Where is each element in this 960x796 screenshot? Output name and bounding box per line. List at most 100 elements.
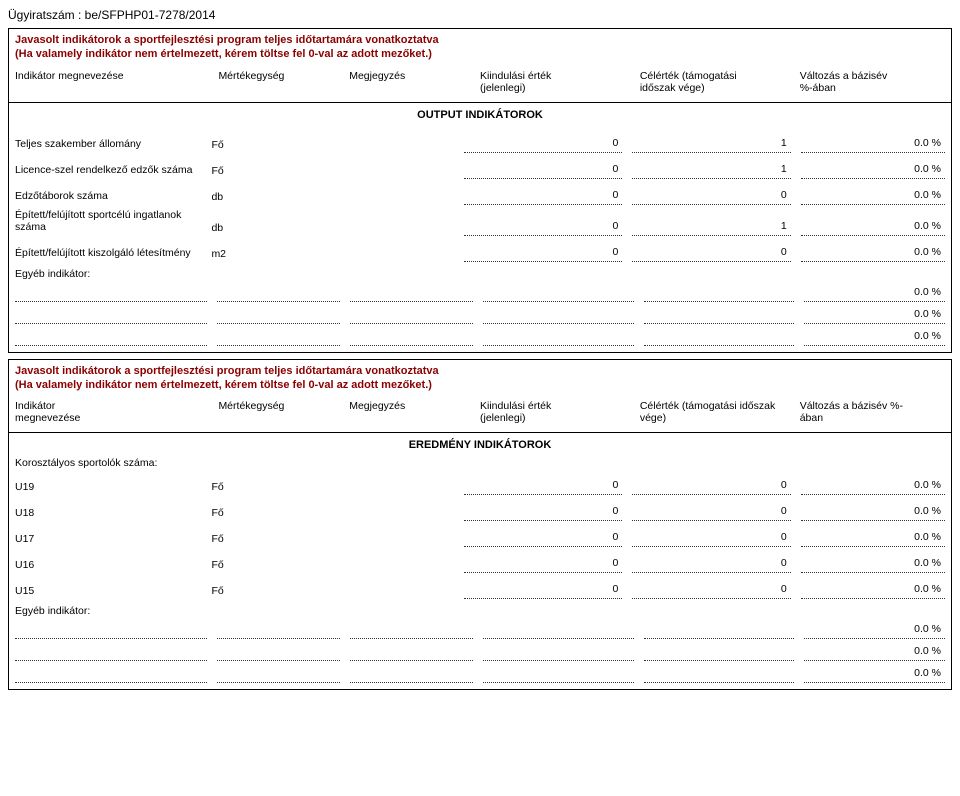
hdr-unit: Mértékegység [218, 70, 349, 94]
hdr2-change: Változás a bázisév %- ában [800, 400, 945, 424]
empty-target[interactable] [644, 286, 795, 302]
row-target-value[interactable]: 0 [632, 189, 790, 205]
output-indicators-title: OUTPUT INDIKÁTOROK [9, 103, 951, 127]
row-pct: 0.0 % [801, 189, 945, 205]
row-pct: 0.0 % [801, 163, 945, 179]
row-unit: Fő [211, 139, 337, 153]
row-start-value[interactable]: 0 [464, 137, 622, 153]
row-label: U16 [15, 559, 211, 574]
row-unit: m2 [211, 248, 337, 262]
empty-start[interactable] [483, 645, 634, 661]
hdr2-c1b: megnevezése [15, 412, 80, 424]
hdr-target-b: időszak vége) [640, 82, 705, 94]
empty-note[interactable] [350, 286, 473, 302]
hdr2-start-value: Kiindulási érték (jelenlegi) [480, 400, 640, 424]
section-output: Javasolt indikátorok a sportfejlesztési … [8, 28, 952, 353]
row-target-value[interactable]: 0 [632, 479, 790, 495]
row-pct: 0.0 % [801, 583, 945, 599]
row-pct: 0.0 % [801, 479, 945, 495]
row-pct: 0.0 % [801, 531, 945, 547]
row-target-value[interactable]: 0 [632, 557, 790, 573]
hdr2-start-b: (jelenlegi) [480, 412, 526, 424]
row-start-value[interactable]: 0 [464, 531, 622, 547]
row-start-value[interactable]: 0 [464, 220, 622, 236]
row-start-value[interactable]: 0 [464, 583, 622, 599]
section1-inner: OUTPUT INDIKÁTOROK Teljes szakember állo… [9, 102, 951, 352]
hdr-start-a: Kiindulási érték [480, 70, 551, 82]
row-label: Épített/felújított kiszolgáló létesítmén… [15, 247, 211, 262]
table-row: Licence-szel rendelkező edzők számaFő010… [9, 153, 951, 179]
row-unit: Fő [211, 585, 337, 599]
row-unit: Fő [211, 559, 337, 573]
empty-label[interactable] [15, 308, 207, 324]
row-start-value[interactable]: 0 [464, 557, 622, 573]
row-target-value[interactable]: 0 [632, 531, 790, 547]
empty-note[interactable] [350, 667, 473, 683]
row-start-value[interactable]: 0 [464, 479, 622, 495]
empty-target[interactable] [644, 623, 795, 639]
section-result: Javasolt indikátorok a sportfejlesztési … [8, 359, 952, 691]
row-target-value[interactable]: 0 [632, 505, 790, 521]
empty-label[interactable] [15, 667, 207, 683]
empty-label[interactable] [15, 286, 207, 302]
row-label: U15 [15, 585, 211, 600]
table-row: U16Fő 00 0.0 % [9, 547, 951, 573]
row-start-value[interactable]: 0 [464, 163, 622, 179]
empty-start[interactable] [483, 308, 634, 324]
empty-note[interactable] [350, 308, 473, 324]
hdr2-target-a: Célérték (támogatási időszak [640, 400, 775, 412]
hdr2-change-b: ában [800, 412, 823, 424]
empty-unit[interactable] [217, 645, 340, 661]
empty-note[interactable] [350, 623, 473, 639]
hdr-change: Változás a bázisév %-ában [800, 70, 945, 94]
row-label: Edzőtáborok száma [15, 190, 211, 205]
empty-unit[interactable] [217, 623, 340, 639]
empty-start[interactable] [483, 286, 634, 302]
empty-row: 0.0 % [9, 302, 951, 324]
row-target-value[interactable]: 1 [632, 220, 790, 236]
row-start-value[interactable]: 0 [464, 189, 622, 205]
row-label: U19 [15, 481, 211, 496]
empty-start[interactable] [483, 623, 634, 639]
empty-note[interactable] [350, 330, 473, 346]
table-row: U18Fő000.0 % [9, 495, 951, 521]
empty-pct: 0.0 % [804, 308, 945, 324]
empty-note[interactable] [350, 645, 473, 661]
empty-target[interactable] [644, 308, 795, 324]
other-indicator-label-1: Egyéb indikátor: [9, 262, 951, 280]
row-target-value[interactable]: 0 [632, 246, 790, 262]
empty-unit[interactable] [217, 667, 340, 683]
row-pct: 0.0 % [801, 220, 945, 236]
row-start-value[interactable]: 0 [464, 505, 622, 521]
row-target-value[interactable]: 1 [632, 137, 790, 153]
row-pct: 0.0 % [801, 505, 945, 521]
empty-pct: 0.0 % [804, 330, 945, 346]
row-label: Licence-szel rendelkező edzők száma [15, 164, 211, 179]
section2-title: Javasolt indikátorok a sportfejlesztési … [9, 360, 951, 397]
empty-target[interactable] [644, 645, 795, 661]
table-row: Épített/felújított sportcélú ingatlanok … [9, 205, 951, 236]
row-target-value[interactable]: 0 [632, 583, 790, 599]
empty-start[interactable] [483, 667, 634, 683]
row-pct: 0.0 % [801, 557, 945, 573]
row-target-value[interactable]: 1 [632, 163, 790, 179]
empty-pct: 0.0 % [804, 667, 945, 683]
empty-label[interactable] [15, 645, 207, 661]
section1-title: Javasolt indikátorok a sportfejlesztési … [9, 29, 951, 66]
empty-label[interactable] [15, 623, 207, 639]
hdr2-unit: Mértékegység [218, 400, 349, 424]
empty-unit[interactable] [217, 286, 340, 302]
row-pct: 0.0 % [801, 137, 945, 153]
empty-unit[interactable] [217, 330, 340, 346]
hdr-change-b: %-ában [800, 82, 836, 94]
empty-target[interactable] [644, 667, 795, 683]
hdr2-note: Megjegyzés [349, 400, 480, 424]
empty-unit[interactable] [217, 308, 340, 324]
table-row: Épített/felújított kiszolgáló létesítmén… [9, 236, 951, 262]
empty-target[interactable] [644, 330, 795, 346]
row-start-value[interactable]: 0 [464, 246, 622, 262]
empty-label[interactable] [15, 330, 207, 346]
table-row: Teljes szakember állományFő010.0 % [9, 127, 951, 153]
hdr-start-value: Kiindulási érték (jelenlegi) [480, 70, 640, 94]
empty-start[interactable] [483, 330, 634, 346]
